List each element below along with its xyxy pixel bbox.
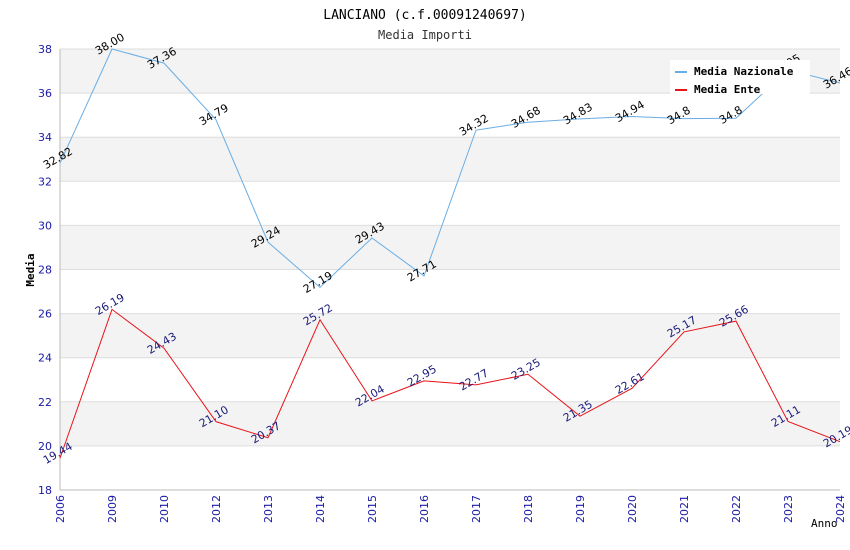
y-tick-label: 34 [38,131,52,144]
y-tick-label: 24 [38,352,52,365]
y-tick-label: 38 [38,43,52,56]
y-tick-labels: 18 20 22 24 26 28 30 32 34 36 38 [38,43,52,497]
grid-band [60,93,840,138]
x-tick-label: 2016 [418,495,431,523]
y-tick-label: 28 [38,264,52,277]
x-tick-label: 2014 [314,495,327,523]
legend-label-nazionale: Media Nazionale [694,65,794,78]
chart-title: LANCIANO (c.f.00091240697) [323,8,527,23]
grid-band [60,313,840,358]
y-tick-label: 22 [38,396,52,409]
legend: Media Nazionale Media Ente [670,60,810,96]
grid-band [60,137,840,182]
y-tick-label: 36 [38,87,52,100]
x-tick-labels: 2006 2009 2010 2012 2013 2014 2015 2016 2017 2018… [54,495,847,523]
grid-band [60,225,840,270]
grid-bands [60,49,840,490]
x-tick-label: 2023 [782,495,795,523]
x-tick-label: 2019 [574,495,587,523]
series-line-ente [59,308,841,459]
series-line-nazionale [59,48,841,289]
y-tick-label: 30 [38,219,52,232]
x-tick-label: 2021 [678,495,691,523]
x-axis-label: Anno [811,517,838,530]
x-tick-label: 2010 [158,495,171,523]
x-tick-label: 2017 [470,495,483,523]
grid-band [60,445,840,490]
y-tick-label: 26 [38,308,52,321]
legend-label-ente: Media Ente [694,83,761,96]
x-tick-label: 2020 [626,495,639,523]
y-tick-label: 32 [38,175,52,188]
chart-subtitle: Media Importi [378,28,472,42]
legend-box [670,60,810,94]
x-tick-label: 2006 [54,495,67,523]
x-tick-label: 2012 [210,495,223,523]
grid-band [60,401,840,446]
x-tick-label: 2018 [522,495,535,523]
x-tick-label: 2015 [366,495,379,523]
grid-band [60,269,840,314]
y-tick-label: 20 [38,440,52,453]
grid-band [60,357,840,402]
series-lines [59,48,841,459]
x-tick-label: 2013 [262,495,275,523]
x-tick-label: 2009 [106,495,119,523]
x-tick-label: 2022 [730,495,743,523]
y-axis-label: Media [24,253,37,286]
x-tick-label: 2024 [834,495,847,523]
y-tick-label: 18 [38,484,52,497]
